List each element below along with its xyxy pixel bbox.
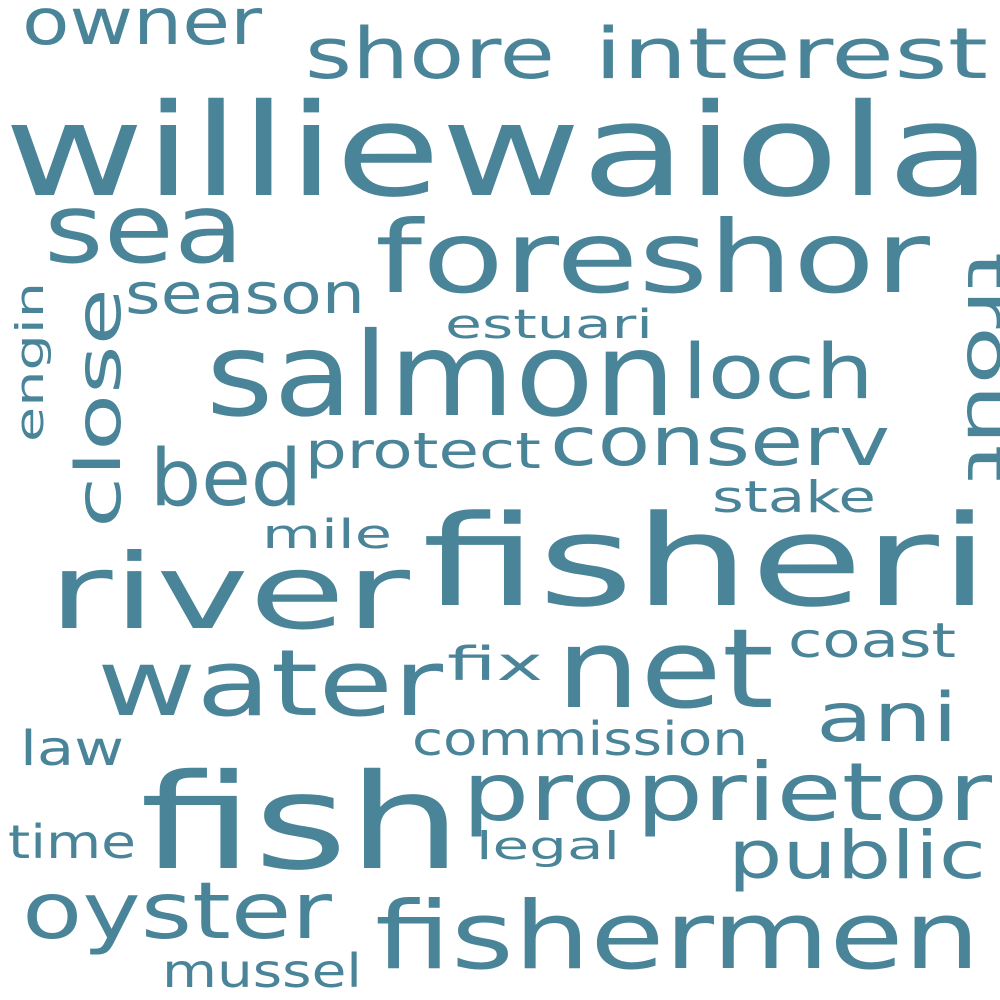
word-coast: coast [788,613,956,669]
word-mussel: mussel [162,944,362,998]
word-net: net [556,605,774,733]
word-shore: shore [305,13,555,95]
word-owner: owner [22,0,263,60]
word-foreshor: foreshor [375,199,931,316]
word-salmon: salmon [206,308,676,443]
word-fish: fish [140,746,462,900]
word-bed: bed [150,434,302,524]
word-season: season [125,262,365,327]
word-engin: engin [8,282,52,442]
word-protect: protect [305,422,541,480]
word-mile: mile [262,512,392,558]
word-stake: stake [712,472,876,523]
word-proprietor: proprietor [462,746,992,839]
word-conserv: conserv [550,403,890,482]
word-sea: sea [44,173,244,285]
word-trout: trout [953,252,1000,482]
word-law: law [20,721,124,777]
word-estuari: estuari [445,302,653,348]
word-williewaiola: williewaiola [4,77,992,226]
word-ani: ani [816,679,958,758]
word-close: close [62,288,135,528]
word-river: river [48,531,410,653]
word-fishermen: fishermen [375,882,980,991]
word-oyster: oyster [22,867,333,957]
word-legal: legal [476,824,620,868]
word-interest: interest [594,13,988,95]
word-public: public [728,817,986,894]
word-water: water [97,630,443,737]
word-commission: commission [412,712,748,766]
word-fisheri: fisheri [422,488,990,635]
word-loch: loch [682,327,874,416]
word-fix: fix [447,637,543,691]
word-time: time [8,815,136,869]
